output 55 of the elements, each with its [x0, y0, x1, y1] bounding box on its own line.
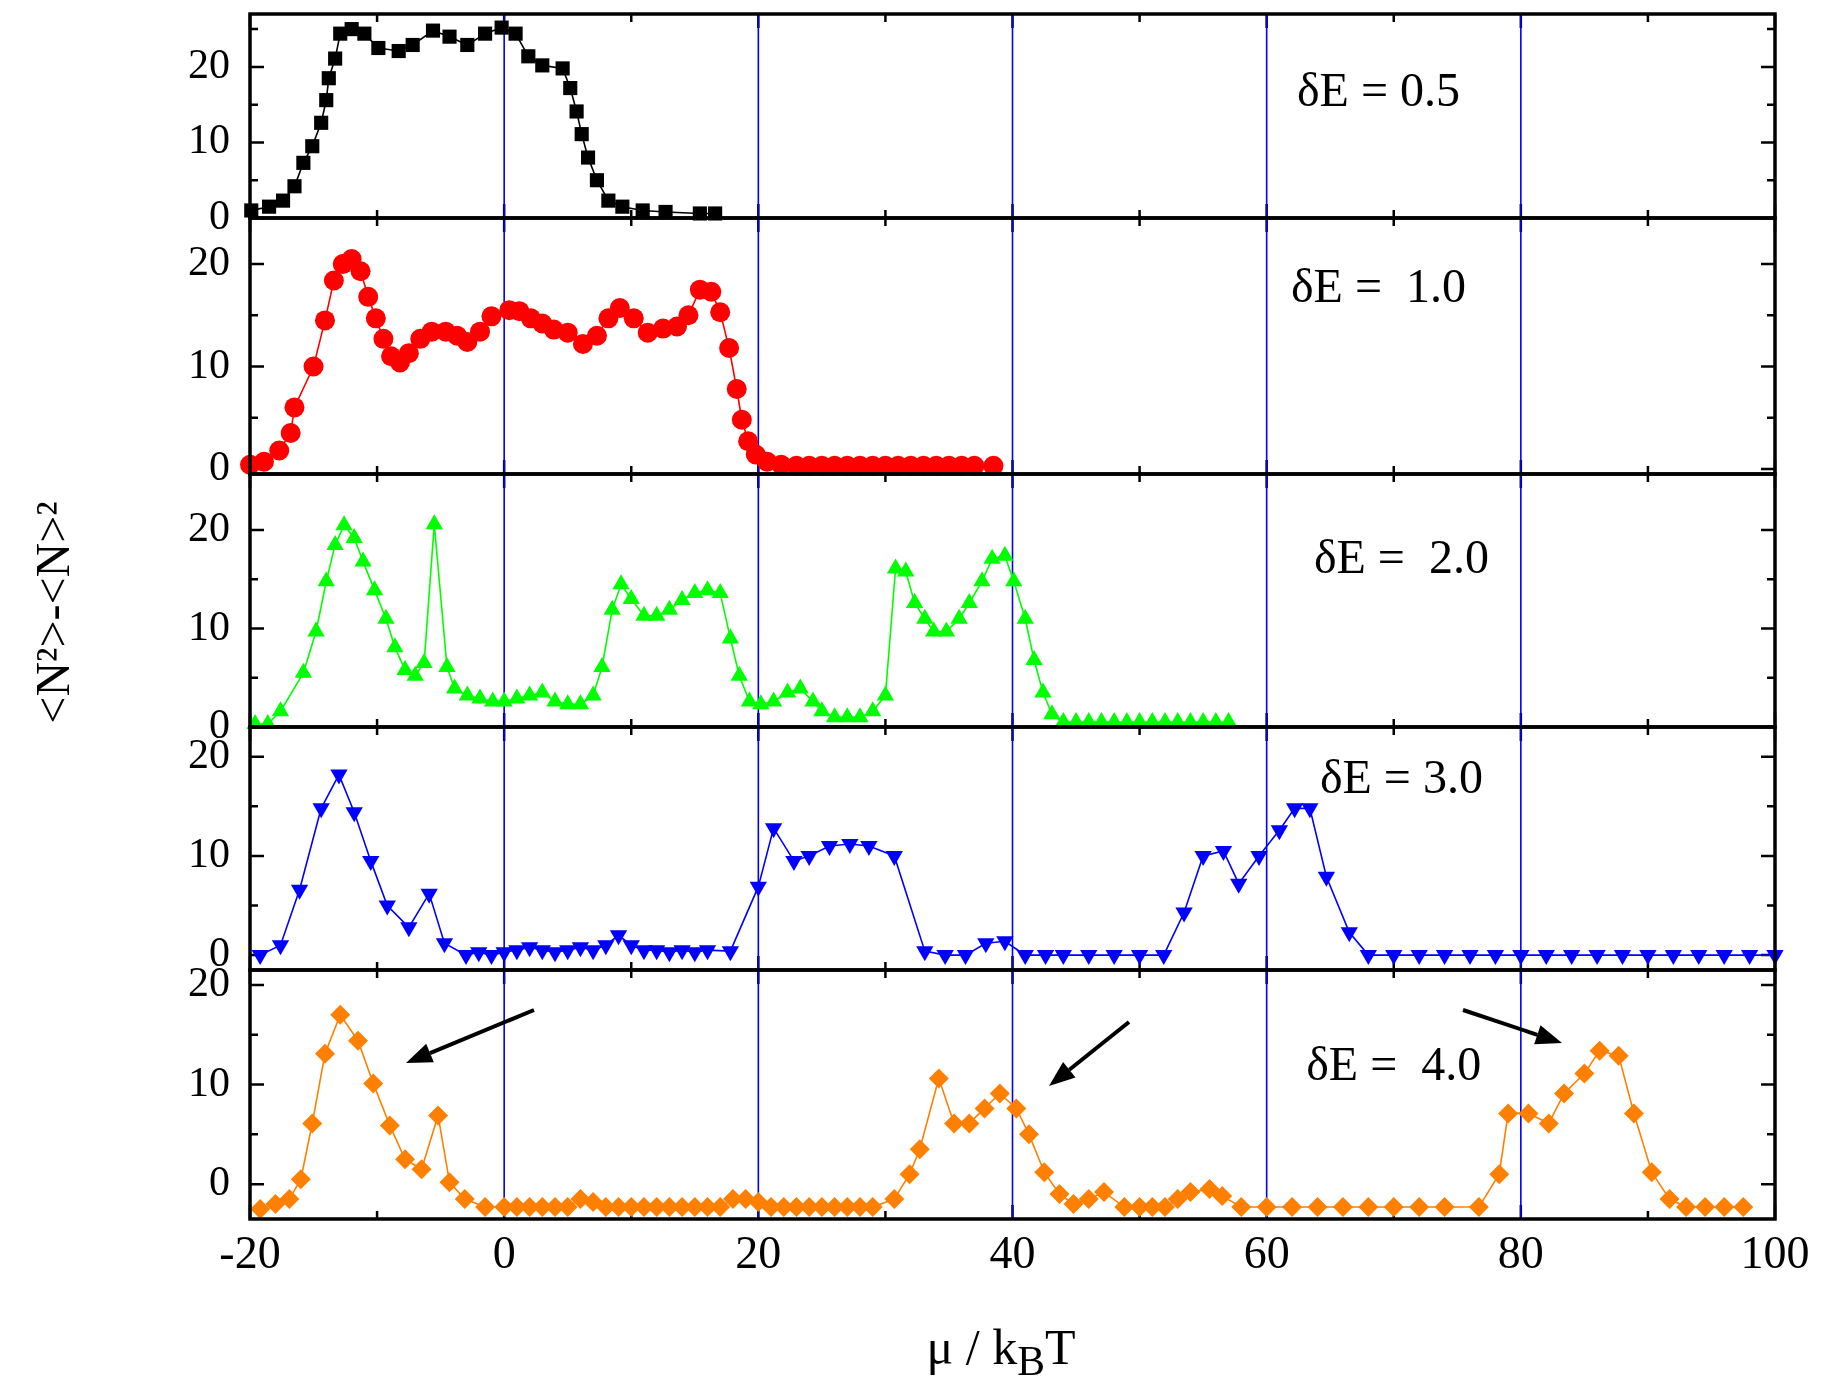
point: [615, 199, 630, 214]
point: [589, 173, 605, 188]
point: [328, 51, 343, 66]
point: [405, 37, 420, 53]
point: [261, 199, 277, 214]
y-tick-label: 0: [209, 1158, 230, 1205]
y-tick-label: 10: [188, 116, 230, 163]
point: [442, 29, 457, 44]
point: [321, 71, 336, 86]
point: [580, 150, 596, 165]
x-tick-label: 60: [1243, 1227, 1290, 1279]
point: [319, 93, 334, 108]
annotation: δE = 1.0: [1290, 259, 1467, 313]
point: [460, 37, 475, 53]
point: [635, 203, 650, 218]
point: [425, 23, 441, 38]
point: [569, 104, 584, 119]
point: [574, 127, 589, 142]
point: [296, 155, 311, 170]
x-tick-label: 20: [735, 1227, 782, 1279]
y-tick-label: 10: [188, 340, 230, 387]
point: [305, 139, 320, 154]
point: [275, 193, 291, 208]
point: [535, 58, 550, 73]
x-tick-label: 100: [1740, 1227, 1810, 1279]
y-tick-label: 10: [188, 1058, 230, 1105]
point: [478, 26, 493, 41]
point: [521, 49, 536, 64]
x-tick-label: 0: [492, 1227, 516, 1279]
y-tick-label: 10: [188, 602, 230, 649]
annotation: δE = 2.0: [1313, 529, 1489, 583]
point: [601, 193, 616, 208]
x-tick-label: -20: [219, 1227, 281, 1279]
x-tick-label: 80: [1497, 1227, 1544, 1279]
y-axis-title: <N²>-<N>²: [24, 501, 80, 724]
x-axis-title: μ / k$_{B}$T: [926, 1318, 1076, 1385]
point: [563, 80, 578, 96]
y-tick-label: 0: [209, 442, 230, 489]
point: [314, 115, 329, 130]
point: [555, 61, 570, 76]
point: [391, 43, 406, 59]
y-tick-label: 10: [188, 829, 230, 876]
annotation: δE = 0.5: [1296, 63, 1461, 117]
y-tick-label: 20: [188, 504, 230, 551]
point: [357, 26, 372, 41]
point: [371, 40, 386, 56]
y-tick-label: 20: [188, 40, 230, 87]
y-tick-label: 0: [209, 192, 230, 239]
point: [287, 179, 302, 194]
point: [494, 20, 509, 35]
annotation: δE = 3.0: [1319, 750, 1483, 804]
y-tick-label: 20: [188, 238, 230, 285]
x-tick-label: 40: [989, 1227, 1036, 1279]
point: [508, 26, 523, 41]
annotation: δE = 4.0: [1306, 1036, 1482, 1090]
